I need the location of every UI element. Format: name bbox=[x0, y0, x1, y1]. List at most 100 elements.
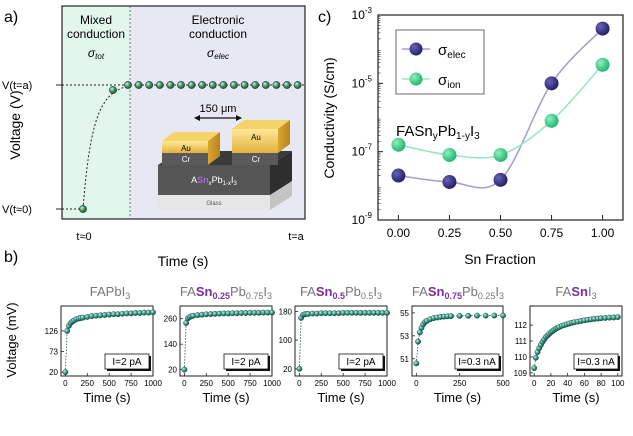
left-au-label: Au bbox=[181, 144, 191, 153]
subplot-title: FASnI3 bbox=[555, 284, 596, 301]
current-label: I=0.3 nA bbox=[458, 357, 496, 368]
trace-point bbox=[448, 313, 454, 319]
gap-label: 150 μm bbox=[200, 103, 237, 115]
mixed-label-line1: Mixed bbox=[80, 13, 112, 27]
panel-c-formula: FASnyPb1-yI3 bbox=[396, 123, 480, 142]
panel-a-xlabel: Time (s) bbox=[158, 253, 209, 269]
trace-point bbox=[531, 365, 538, 371]
data-point-elec bbox=[391, 168, 406, 183]
panel-label-b: b) bbox=[4, 249, 18, 266]
y-tick-label: 20 bbox=[283, 365, 292, 374]
sigma-tot-label: σtot bbox=[88, 46, 105, 61]
panel-a-frame bbox=[61, 5, 306, 220]
trace-point bbox=[413, 360, 420, 367]
x-tick-end: t=a bbox=[288, 231, 304, 243]
right-au-side bbox=[278, 120, 290, 153]
trace-point bbox=[150, 309, 156, 316]
subplot-title: FASn0.25Pb0.75I3 bbox=[180, 284, 272, 301]
subplot-xlabel: Time (s) bbox=[202, 390, 249, 405]
subplot-xlabel: Time (s) bbox=[317, 390, 364, 405]
subplot-xlabel: Time (s) bbox=[552, 390, 599, 405]
current-label: I=2 pA bbox=[346, 357, 376, 368]
current-box bbox=[573, 353, 619, 370]
data-point-ion bbox=[442, 147, 457, 162]
data-point-ion bbox=[493, 147, 508, 162]
current-box bbox=[104, 353, 150, 370]
current-label: I=0.3 nA bbox=[577, 357, 615, 368]
subplot-1: FAPbI3 0 250 500 750 1000 20 73 126 I=2 pA Time (s… bbox=[45, 284, 163, 405]
subplot-frame bbox=[411, 305, 504, 377]
x-tick-label: 750 bbox=[124, 379, 138, 388]
voltage-dot bbox=[198, 81, 207, 89]
perovskite-formula: ASnxPb1-xI3 bbox=[191, 175, 237, 187]
rise-curve bbox=[82, 86, 126, 210]
y-tick-label: 100 bbox=[279, 336, 293, 345]
panel-c-points bbox=[391, 21, 610, 189]
gap-arrow-right-head bbox=[236, 115, 242, 121]
panel-a-ylabel: Voltage (V) bbox=[7, 90, 23, 159]
legend-ion-label: σion bbox=[438, 72, 461, 91]
x-tick-label: 1000 bbox=[263, 379, 281, 388]
fit-line-elec bbox=[398, 28, 604, 189]
y-tick-label: 10-5 bbox=[352, 74, 373, 90]
left-au-layer bbox=[162, 141, 208, 153]
glass-front bbox=[158, 195, 270, 210]
trace-point bbox=[482, 312, 489, 319]
x-tick-label: 80 bbox=[597, 379, 606, 388]
legend-elec-label: σelec bbox=[438, 42, 466, 61]
y-tick-label: 112 bbox=[514, 321, 527, 330]
mixed-conduction-region bbox=[62, 6, 130, 219]
x-tick-label: 250 bbox=[81, 379, 95, 388]
voltage-dot bbox=[177, 81, 185, 89]
current-label: I=2 pA bbox=[231, 357, 261, 368]
glass-side bbox=[270, 181, 292, 210]
voltage-dot bbox=[109, 86, 117, 94]
x-tick-label: 40 bbox=[563, 379, 572, 388]
trace-point bbox=[474, 312, 480, 319]
x-tick-label: 250 bbox=[200, 379, 214, 388]
panel-a: a) Mixed conduction σtot Electronic cond… bbox=[2, 5, 306, 269]
subplot-xlabel: Time (s) bbox=[434, 390, 481, 405]
y-tick-label: 73 bbox=[49, 348, 58, 357]
panel-c-ylabel: Conductivity (S/cm) bbox=[321, 57, 337, 178]
x-tick-label: 250 bbox=[315, 379, 329, 388]
voltage-dot bbox=[240, 81, 249, 89]
x-tick-label: 500 bbox=[222, 379, 236, 388]
y-tick-label: 109 bbox=[514, 369, 528, 378]
x-tick-label: 1000 bbox=[378, 379, 396, 388]
voltage-dot bbox=[187, 81, 196, 89]
subplot-frame bbox=[60, 305, 154, 377]
legend-elec-marker bbox=[409, 42, 423, 56]
trace-point bbox=[384, 309, 390, 316]
y-tick-label: 126 bbox=[45, 327, 59, 336]
voltage-dot bbox=[261, 81, 270, 89]
y-tick-label: 180 bbox=[279, 307, 293, 316]
x-tick-label: 60 bbox=[580, 379, 589, 388]
trace-point bbox=[500, 312, 506, 319]
trace-point bbox=[415, 338, 421, 345]
voltage-dot bbox=[145, 81, 154, 89]
voltage-dot bbox=[166, 81, 175, 89]
voltage-dot bbox=[79, 205, 87, 213]
trace-point bbox=[614, 314, 621, 321]
right-au-top bbox=[232, 120, 290, 129]
panel-b-ylabel: Voltage (mV) bbox=[4, 302, 19, 377]
current-box bbox=[338, 353, 384, 370]
panel-c-xlabel: Sn Fraction bbox=[464, 251, 536, 267]
x-tick-label: 1.00 bbox=[591, 226, 615, 240]
trace-point bbox=[532, 354, 539, 361]
voltage-dot bbox=[283, 81, 291, 89]
y-tick-high: V(t=a) bbox=[2, 80, 32, 92]
voltage-dot bbox=[134, 81, 143, 89]
trace-point bbox=[64, 327, 71, 334]
trace-point bbox=[181, 366, 188, 373]
right-au-label: Au bbox=[251, 133, 261, 142]
perovskite-front bbox=[158, 165, 270, 195]
legend-box bbox=[395, 29, 485, 95]
y-tick-label: 55 bbox=[400, 309, 409, 318]
voltage-trace-dots bbox=[79, 81, 302, 213]
x-tick-label: 1000 bbox=[144, 379, 162, 388]
subplot-4: FASn0.75Pb0.25I3 0 250 500 51 53 55 I=0.3 nA Tim… bbox=[400, 284, 510, 405]
voltage-dot bbox=[155, 81, 164, 89]
